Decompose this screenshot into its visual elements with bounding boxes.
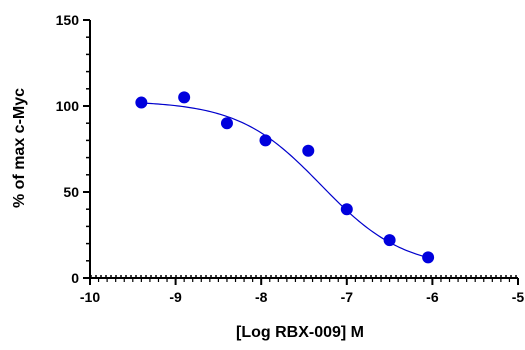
fit-curve <box>141 102 429 259</box>
data-point <box>220 117 233 130</box>
ticks: 0 50 100 150 -10 -9 -8 -7 -6 -5 <box>56 12 525 305</box>
x-tick-label: -9 <box>169 289 182 305</box>
data-point <box>259 134 272 147</box>
data-point <box>135 96 148 109</box>
data-point <box>422 251 435 264</box>
y-tick-label: 50 <box>63 184 79 200</box>
x-tick-label: -5 <box>512 289 525 305</box>
x-tick-label: -7 <box>341 289 354 305</box>
x-tick-label: -6 <box>426 289 439 305</box>
data-point <box>383 234 396 247</box>
data-points <box>135 91 435 264</box>
y-tick-label: 150 <box>56 12 80 28</box>
y-tick-label: 0 <box>71 270 79 286</box>
x-tick-label: -10 <box>80 289 100 305</box>
data-point <box>302 144 315 157</box>
y-axis-title: % of max c-Myc <box>11 88 28 208</box>
data-point <box>340 203 353 216</box>
x-axis-title: [Log RBX-009] M <box>236 324 364 341</box>
y-tick-label: 100 <box>56 98 80 114</box>
fit-curve-group <box>141 102 429 259</box>
data-point <box>178 91 191 104</box>
x-tick-label: -8 <box>255 289 268 305</box>
